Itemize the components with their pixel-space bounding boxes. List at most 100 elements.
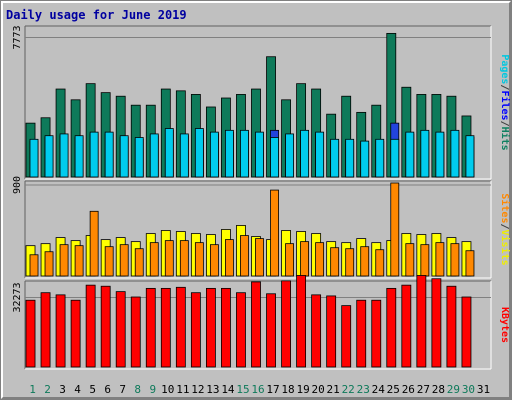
bar-sites-day-18 bbox=[285, 243, 294, 277]
bar-kbytes-day-21 bbox=[326, 295, 337, 368]
bar-pages-day-5 bbox=[89, 131, 99, 178]
bar-kbytes-day-12 bbox=[190, 292, 201, 368]
bar-pages-day-2 bbox=[44, 135, 54, 178]
bar-kbytes-day-25 bbox=[386, 287, 397, 368]
bar-sites-day-28 bbox=[435, 242, 445, 277]
bar-kbytes-day-16 bbox=[251, 281, 261, 368]
bar-pages-day-26 bbox=[405, 131, 415, 178]
bar-kbytes-day-9 bbox=[145, 287, 156, 368]
bar-sites-day-13 bbox=[209, 244, 219, 277]
bar-pages-day-19 bbox=[300, 129, 310, 178]
bar-kbytes-day-14 bbox=[221, 287, 231, 368]
x-tick-label-day-19: 19 bbox=[296, 383, 309, 396]
bar-kbytes-day-24 bbox=[371, 299, 382, 368]
bar-pages-day-18 bbox=[285, 133, 294, 178]
x-tick-label-day-29: 29 bbox=[447, 383, 460, 396]
legend-label: / bbox=[499, 121, 510, 127]
bar-kbytes-day-22 bbox=[341, 305, 352, 368]
bar-sites-day-6 bbox=[104, 246, 114, 277]
x-tick-label-day-28: 28 bbox=[432, 383, 445, 396]
panel-legend-kbytes: KBytes bbox=[499, 307, 510, 343]
x-axis-labels: 1 2 3 4 5 6 7 8 9 10 11 12 13 14 15 16 17 18 19 20 21 22 23 24 2… bbox=[29, 383, 490, 396]
x-tick-label-day-3: 3 bbox=[59, 383, 66, 396]
x-tick-label-day-26: 26 bbox=[402, 383, 415, 396]
chart-panels: 7773Pages/Files/Hits900Sites/Visits32273… bbox=[12, 25, 511, 370]
bar-pages-day-28 bbox=[435, 131, 445, 178]
bar-pages-day-22 bbox=[345, 138, 355, 178]
bar-kbytes-day-15 bbox=[236, 292, 246, 368]
bar-pages-day-1 bbox=[29, 138, 39, 178]
bar-sites-day-15 bbox=[240, 235, 249, 277]
bar-sites-day-21 bbox=[330, 247, 340, 277]
bar-pages-day-9 bbox=[149, 133, 159, 178]
x-tick-label-day-30: 30 bbox=[462, 383, 475, 396]
bar-pages-day-30 bbox=[465, 135, 475, 178]
bar-pages-day-24 bbox=[375, 138, 385, 178]
legend-label: Sites bbox=[499, 193, 511, 223]
bar-kbytes-day-2 bbox=[40, 292, 51, 368]
bar-kbytes-day-5 bbox=[85, 284, 96, 368]
bar-sites-day-30 bbox=[465, 250, 475, 277]
x-tick-label-day-25: 25 bbox=[387, 383, 400, 396]
bar-sites-day-1 bbox=[29, 254, 39, 277]
bar-pages-day-21 bbox=[330, 138, 340, 178]
panel-kbytes: 32273 KBytes bbox=[12, 275, 510, 370]
bar-pages-day-6 bbox=[104, 131, 114, 178]
legend-label: KBytes bbox=[499, 307, 510, 343]
bar-kbytes-day-6 bbox=[100, 285, 111, 368]
panel-visits: 900 Sites/Visits bbox=[12, 176, 511, 279]
legend-label: / bbox=[499, 84, 510, 90]
x-tick-label-day-5: 5 bbox=[89, 383, 96, 396]
bar-kbytes-day-11 bbox=[175, 286, 186, 368]
bar-pages-day-8 bbox=[134, 137, 144, 178]
bar-sites-day-24 bbox=[375, 249, 385, 277]
x-tick-label-day-23: 23 bbox=[357, 383, 370, 396]
bar-sites-day-11 bbox=[179, 240, 189, 277]
x-tick-label-day-10: 10 bbox=[161, 383, 174, 396]
bar-pages-day-15 bbox=[240, 129, 249, 178]
x-tick-label-day-4: 4 bbox=[74, 383, 81, 396]
bar-sites-day-10 bbox=[164, 240, 174, 277]
bar-pages-day-16 bbox=[255, 131, 264, 178]
legend-label: Hits bbox=[499, 127, 511, 151]
bar-kbytes-day-19 bbox=[296, 275, 307, 368]
bar-sites-day-17 bbox=[270, 189, 279, 277]
bar-pages-day-7 bbox=[119, 135, 129, 178]
bar-sites-day-20 bbox=[315, 242, 325, 277]
bar-kbytes-day-10 bbox=[160, 287, 171, 368]
bar-sites-day-5 bbox=[89, 210, 99, 277]
x-tick-label-day-17: 17 bbox=[266, 383, 279, 396]
bar-pages-day-11 bbox=[179, 133, 189, 178]
bar-pages-day-20 bbox=[315, 131, 325, 178]
bar-sites-day-29 bbox=[450, 243, 460, 277]
x-tick-label-day-18: 18 bbox=[281, 383, 294, 396]
x-tick-label-day-22: 22 bbox=[342, 383, 355, 396]
bar-kbytes-day-26 bbox=[401, 284, 412, 368]
bar-sites-day-23 bbox=[360, 246, 370, 277]
bar-kbytes-day-17 bbox=[266, 293, 276, 368]
bar-kbytes-day-23 bbox=[356, 299, 367, 368]
x-tick-label-day-13: 13 bbox=[206, 383, 219, 396]
x-tick-label-day-12: 12 bbox=[191, 383, 204, 396]
bar-kbytes-day-28 bbox=[431, 278, 442, 368]
x-tick-label-day-7: 7 bbox=[119, 383, 126, 396]
legend-label: / bbox=[499, 223, 510, 229]
bar-sites-day-27 bbox=[420, 244, 430, 277]
bar-kbytes-day-7 bbox=[115, 291, 126, 368]
x-tick-label-day-1: 1 bbox=[29, 383, 36, 396]
bar-sites-day-3 bbox=[59, 244, 69, 277]
bar-pages-day-13 bbox=[209, 131, 219, 178]
bar-pages-day-27 bbox=[420, 129, 430, 178]
bar-pages-day-17 bbox=[270, 137, 279, 178]
bar-kbytes-day-27 bbox=[416, 275, 427, 368]
x-tick-label-day-31: 31 bbox=[477, 383, 490, 396]
bar-kbytes-day-20 bbox=[311, 294, 322, 368]
bar-sites-day-8 bbox=[134, 248, 144, 277]
bar-kbytes-day-29 bbox=[446, 285, 457, 368]
y-tick-label: 900 bbox=[12, 176, 23, 194]
x-tick-label-day-20: 20 bbox=[312, 383, 325, 396]
x-tick-label-day-16: 16 bbox=[251, 383, 264, 396]
legend-label: Visits bbox=[499, 230, 511, 266]
